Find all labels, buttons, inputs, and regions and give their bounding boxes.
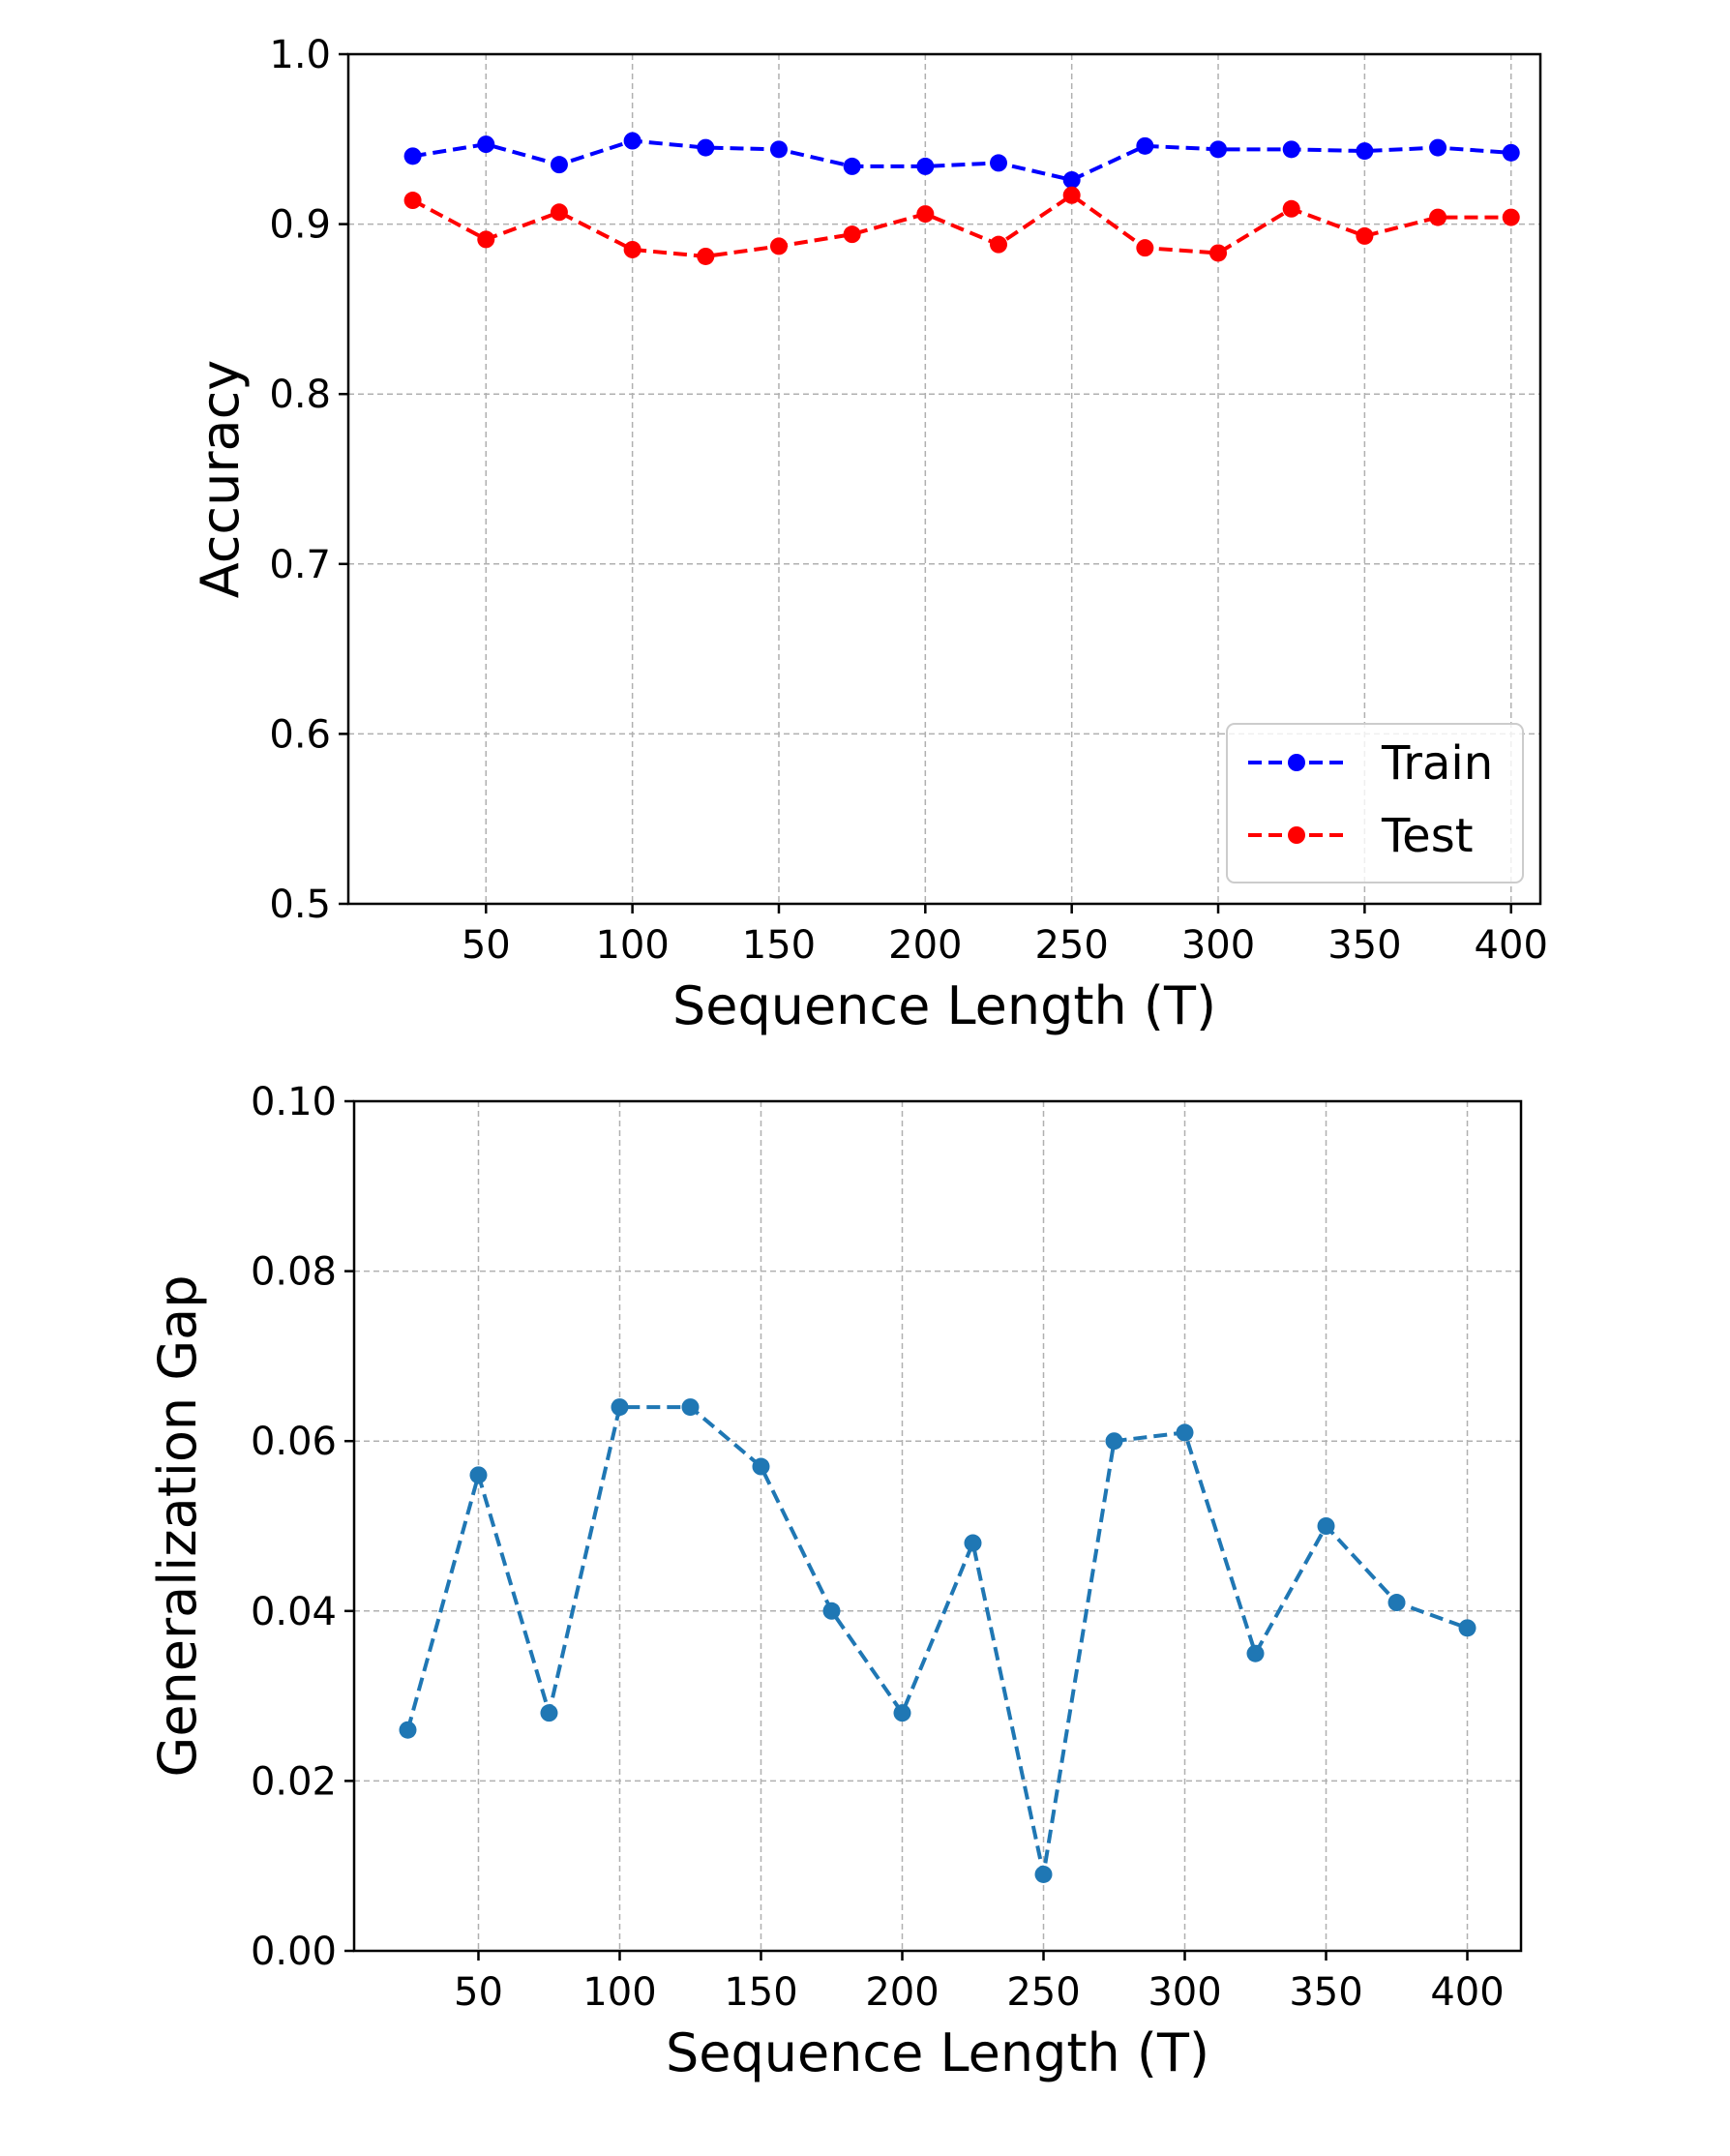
train-data-point [1209, 140, 1228, 159]
accuracy-x-tick-label: 50 [462, 923, 511, 968]
test-data-point [1502, 208, 1520, 226]
train-data-point [697, 138, 715, 157]
gap-data-point [1176, 1423, 1194, 1442]
test-data-point [550, 203, 568, 222]
gap-data-point [611, 1398, 629, 1417]
gap-data-point [1246, 1644, 1265, 1662]
gap-x-tick-label: 350 [1289, 1970, 1362, 2015]
accuracy-y-tick-label: 0.5 [269, 883, 331, 927]
train-data-point [623, 132, 641, 150]
train-data-point [477, 135, 495, 154]
train-data-point [550, 156, 568, 174]
accuracy-y-tick-label: 1.0 [269, 33, 331, 77]
test-data-point [403, 192, 422, 210]
gap-data-point [1387, 1594, 1406, 1612]
legend-test-marker [1288, 826, 1305, 844]
test-data-point [916, 205, 935, 224]
gap-data-point [1317, 1517, 1335, 1535]
gap-data-point [893, 1704, 911, 1722]
accuracy-chart: 50 100 150 200 250 300 350 400 0.5 0.6 0.7 0.8 0.9 1.… [190, 33, 1548, 1036]
legend-train-marker [1288, 754, 1305, 771]
gap-y-tick-label: 0.10 [251, 1080, 337, 1124]
gap-data-point [540, 1704, 558, 1722]
train-data-point [769, 140, 788, 159]
test-data-point [843, 225, 861, 244]
accuracy-x-tick-label: 100 [595, 923, 669, 968]
gap-axes-frame [352, 1099, 1523, 1953]
gap-x-tick-label: 200 [865, 1970, 939, 2015]
test-data-point [1209, 244, 1228, 262]
accuracy-ticks: 50 100 150 200 250 300 350 400 0.5 0.6 0.7 0.8 0.9 1.… [269, 33, 1548, 968]
gap-x-tick-label: 50 [454, 1970, 503, 2015]
gap-data-point [681, 1398, 700, 1417]
gap-x-tick-label: 250 [1006, 1970, 1080, 2015]
accuracy-y-tick-label: 0.7 [269, 543, 331, 587]
test-data-point [623, 240, 641, 258]
gap-y-tick-label: 0.02 [251, 1759, 337, 1804]
gap-y-tick-label: 0.06 [251, 1420, 337, 1464]
train-data-point [1282, 140, 1300, 159]
legend-test-label: Test [1381, 809, 1474, 863]
accuracy-y-axis-label: Accuracy [190, 360, 251, 599]
gap-data-point [964, 1534, 982, 1552]
accuracy-y-tick-label: 0.8 [269, 373, 331, 417]
train-data-point [1356, 142, 1374, 161]
gap-series-line [405, 1405, 1469, 1876]
gap-ticks: 50 100 150 200 250 300 350 400 0.00 0.02 0.04 0.06 0… [251, 1080, 1505, 2015]
test-data-point [1282, 199, 1300, 218]
gap-x-tick-label: 100 [582, 1970, 656, 2015]
test-series-line [411, 193, 1511, 258]
train-data-point [1062, 170, 1081, 189]
gap-y-axis-label: Generalization Gap [147, 1274, 208, 1777]
accuracy-x-axis-label: Sequence Length (T) [672, 975, 1216, 1036]
gap-data-point [1458, 1619, 1476, 1637]
train-data-point [916, 157, 935, 175]
generalization-gap-chart: 50 100 150 200 250 300 350 400 0.00 0.02 0.04 0.06 0… [147, 1080, 1523, 2083]
accuracy-x-tick-label: 200 [888, 923, 962, 968]
accuracy-x-tick-label: 300 [1181, 923, 1255, 968]
test-data-point [1429, 208, 1447, 226]
legend-train-label: Train [1381, 736, 1493, 791]
gap-data-point [822, 1602, 841, 1620]
gap-y-tick-label: 0.08 [251, 1250, 337, 1295]
train-data-point [403, 147, 422, 165]
gap-data-point [399, 1721, 417, 1739]
test-data-point [1062, 186, 1081, 204]
test-data-point [1136, 239, 1154, 257]
gap-data-point [1105, 1432, 1123, 1451]
gap-y-tick-label: 0.04 [251, 1590, 337, 1634]
test-data-point [1356, 226, 1374, 245]
accuracy-y-tick-label: 0.9 [269, 203, 331, 248]
train-data-point [843, 157, 861, 175]
gap-x-tick-label: 300 [1148, 1970, 1221, 2015]
accuracy-x-tick-label: 150 [742, 923, 816, 968]
test-data-point [769, 237, 788, 255]
test-data-point [990, 235, 1007, 254]
accuracy-axes-frame [346, 52, 1542, 906]
train-series-line [412, 138, 1511, 182]
accuracy-x-tick-label: 250 [1034, 923, 1108, 968]
gap-x-tick-label: 150 [724, 1970, 797, 2015]
accuracy-x-tick-label: 350 [1327, 923, 1401, 968]
gap-x-axis-label: Sequence Length (T) [666, 2022, 1209, 2083]
gap-series [399, 1398, 1476, 1883]
accuracy-y-tick-label: 0.6 [269, 712, 331, 757]
gap-y-tick-label: 0.00 [251, 1930, 337, 1974]
gap-data-point [752, 1457, 770, 1476]
accuracy-legend: Train Test [1226, 723, 1524, 883]
test-data-point [697, 247, 715, 265]
gap-x-tick-label: 400 [1430, 1970, 1504, 2015]
train-data-point [1429, 138, 1447, 157]
train-data-point [990, 154, 1007, 172]
gap-data-point [469, 1466, 488, 1484]
gap-data-point [1034, 1865, 1053, 1883]
test-data-point [477, 230, 495, 249]
train-data-point [1502, 143, 1520, 162]
accuracy-series [403, 132, 1520, 265]
accuracy-x-tick-label: 400 [1475, 923, 1548, 968]
train-data-point [1136, 136, 1154, 155]
